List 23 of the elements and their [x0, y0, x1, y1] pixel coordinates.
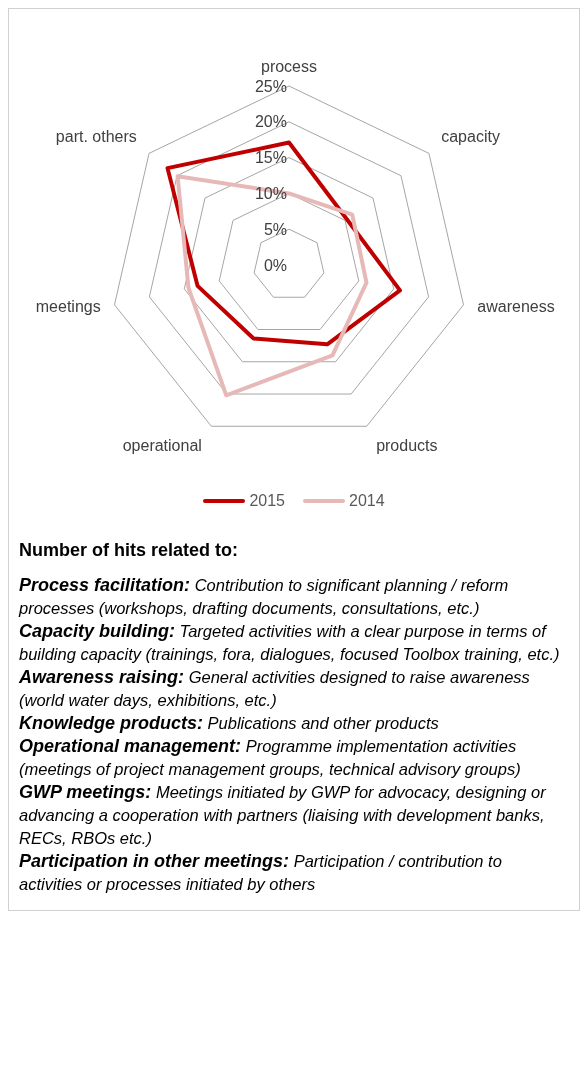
spoke-label: capacity: [441, 127, 500, 145]
text: Number of hits related to:: [19, 539, 239, 562]
y-tick-label: 10%: [254, 184, 287, 202]
text: Capacity building: Targeted activities with a clear purpose in terms of building capacity (trainings, fora, dialogues, focused Toolbox training, etc.): [19, 620, 561, 665]
spoke-label: part. others: [55, 127, 137, 145]
y-tick-label: 0%: [263, 256, 287, 274]
y-tick-label: 5%: [263, 220, 287, 238]
y-tick-label: 15%: [254, 149, 287, 167]
text: GWP meetings: Meetings initiated by GWP for advocacy, designing or advancing a cooperation with partners (liaising with development banks, RECs, RBOs etc.): [19, 781, 548, 849]
spoke-label: operational: [122, 436, 202, 454]
legend-label: 2014: [349, 492, 385, 510]
spoke-label: process: [260, 57, 318, 75]
text: Knowledge products: Publications and other products: [19, 712, 440, 735]
text: Participation in other meetings: Participation / contribution to activities or processes initiated by others: [19, 850, 503, 895]
spoke-label: products: [376, 436, 438, 454]
text: Awareness raising: General activities designed to raise awareness (world water days, exhibitions, etc.): [19, 666, 531, 711]
y-tick-label: 20%: [254, 113, 287, 131]
spoke-label: awareness: [477, 298, 555, 316]
text: Process facilitation: Contribution to significant planning / reform processes (workshops, drafting documents, consultations, etc.): [19, 574, 510, 619]
text: Operational management: Programme implementation activities (meetings of project management groups, technical advisory groups): [19, 735, 522, 780]
y-tick-label: 25%: [254, 77, 287, 95]
spoke-label: meetings: [35, 298, 101, 316]
legend-label: 2015: [249, 492, 285, 510]
